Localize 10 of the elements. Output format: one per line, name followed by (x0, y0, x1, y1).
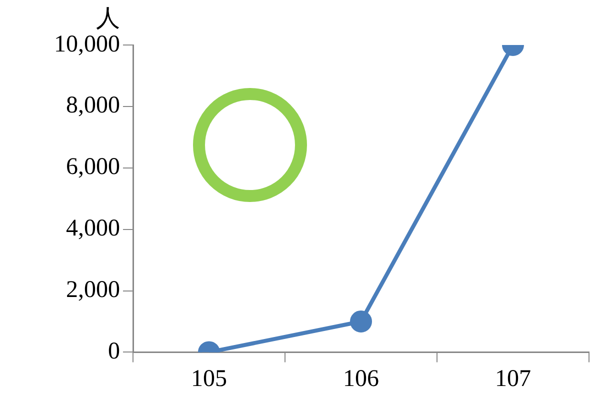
y-tick-label: 6,000 (66, 154, 120, 180)
x-tick-label: 105 (191, 366, 227, 392)
y-tick-label: 10,000 (54, 31, 120, 58)
y-tick-label: 8,000 (66, 92, 120, 119)
y-axis-title: 人 (96, 3, 120, 34)
y-tick-label: 4,000 (66, 216, 120, 242)
y-tick-label: 2,000 (66, 277, 120, 304)
x-tick-label: 106 (343, 366, 379, 392)
y-tick-label: 0 (108, 338, 120, 364)
x-tick-label: 107 (495, 366, 531, 392)
